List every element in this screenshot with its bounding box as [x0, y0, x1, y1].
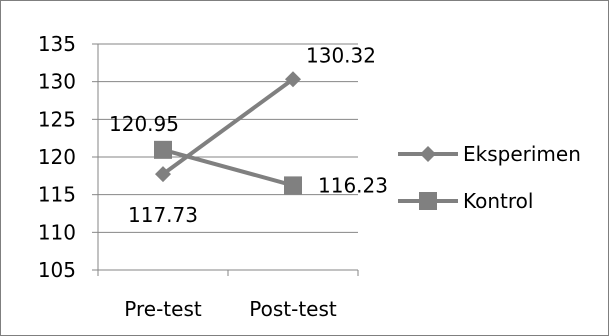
legend-label: Kontrol [463, 189, 533, 213]
series-line-eksperimen [161, 77, 295, 176]
legend: Eksperimen Kontrol [398, 142, 581, 213]
series-lines [154, 71, 302, 195]
y-tick-label: 110 [38, 220, 76, 244]
data-labels: 117.73 130.32 120.95 116.23 [109, 43, 388, 227]
series-line-kontrol [162, 147, 294, 188]
y-tick-label: 125 [38, 107, 76, 131]
y-tick-label: 130 [38, 70, 76, 94]
data-label: 130.32 [306, 43, 376, 67]
legend-label: Eksperimen [463, 142, 581, 166]
series-marker-kontrol [284, 176, 302, 195]
axes: 105 110 115 120 125 130 135 Pre-test Post-test [38, 32, 359, 321]
y-tick-label: 135 [38, 32, 76, 56]
legend-marker [419, 192, 437, 210]
data-label: 120.95 [109, 112, 179, 136]
gridlines [98, 43, 358, 233]
y-tick-label: 105 [38, 258, 76, 282]
series-marker-eksperimen [155, 166, 171, 183]
x-tick-label: Pre-test [124, 297, 202, 321]
x-tick-label: Post-test [249, 297, 337, 321]
data-label: 116.23 [318, 173, 388, 197]
y-tick-label: 115 [38, 183, 76, 207]
series-marker-kontrol [154, 140, 172, 159]
legend-marker [420, 146, 436, 162]
legend-item-kontrol: Kontrol [398, 189, 533, 213]
y-tick-label: 120 [38, 145, 76, 169]
legend-item-eksperimen: Eksperimen [398, 142, 581, 166]
data-label: 117.73 [128, 203, 198, 227]
series-marker-eksperimen [285, 71, 301, 88]
